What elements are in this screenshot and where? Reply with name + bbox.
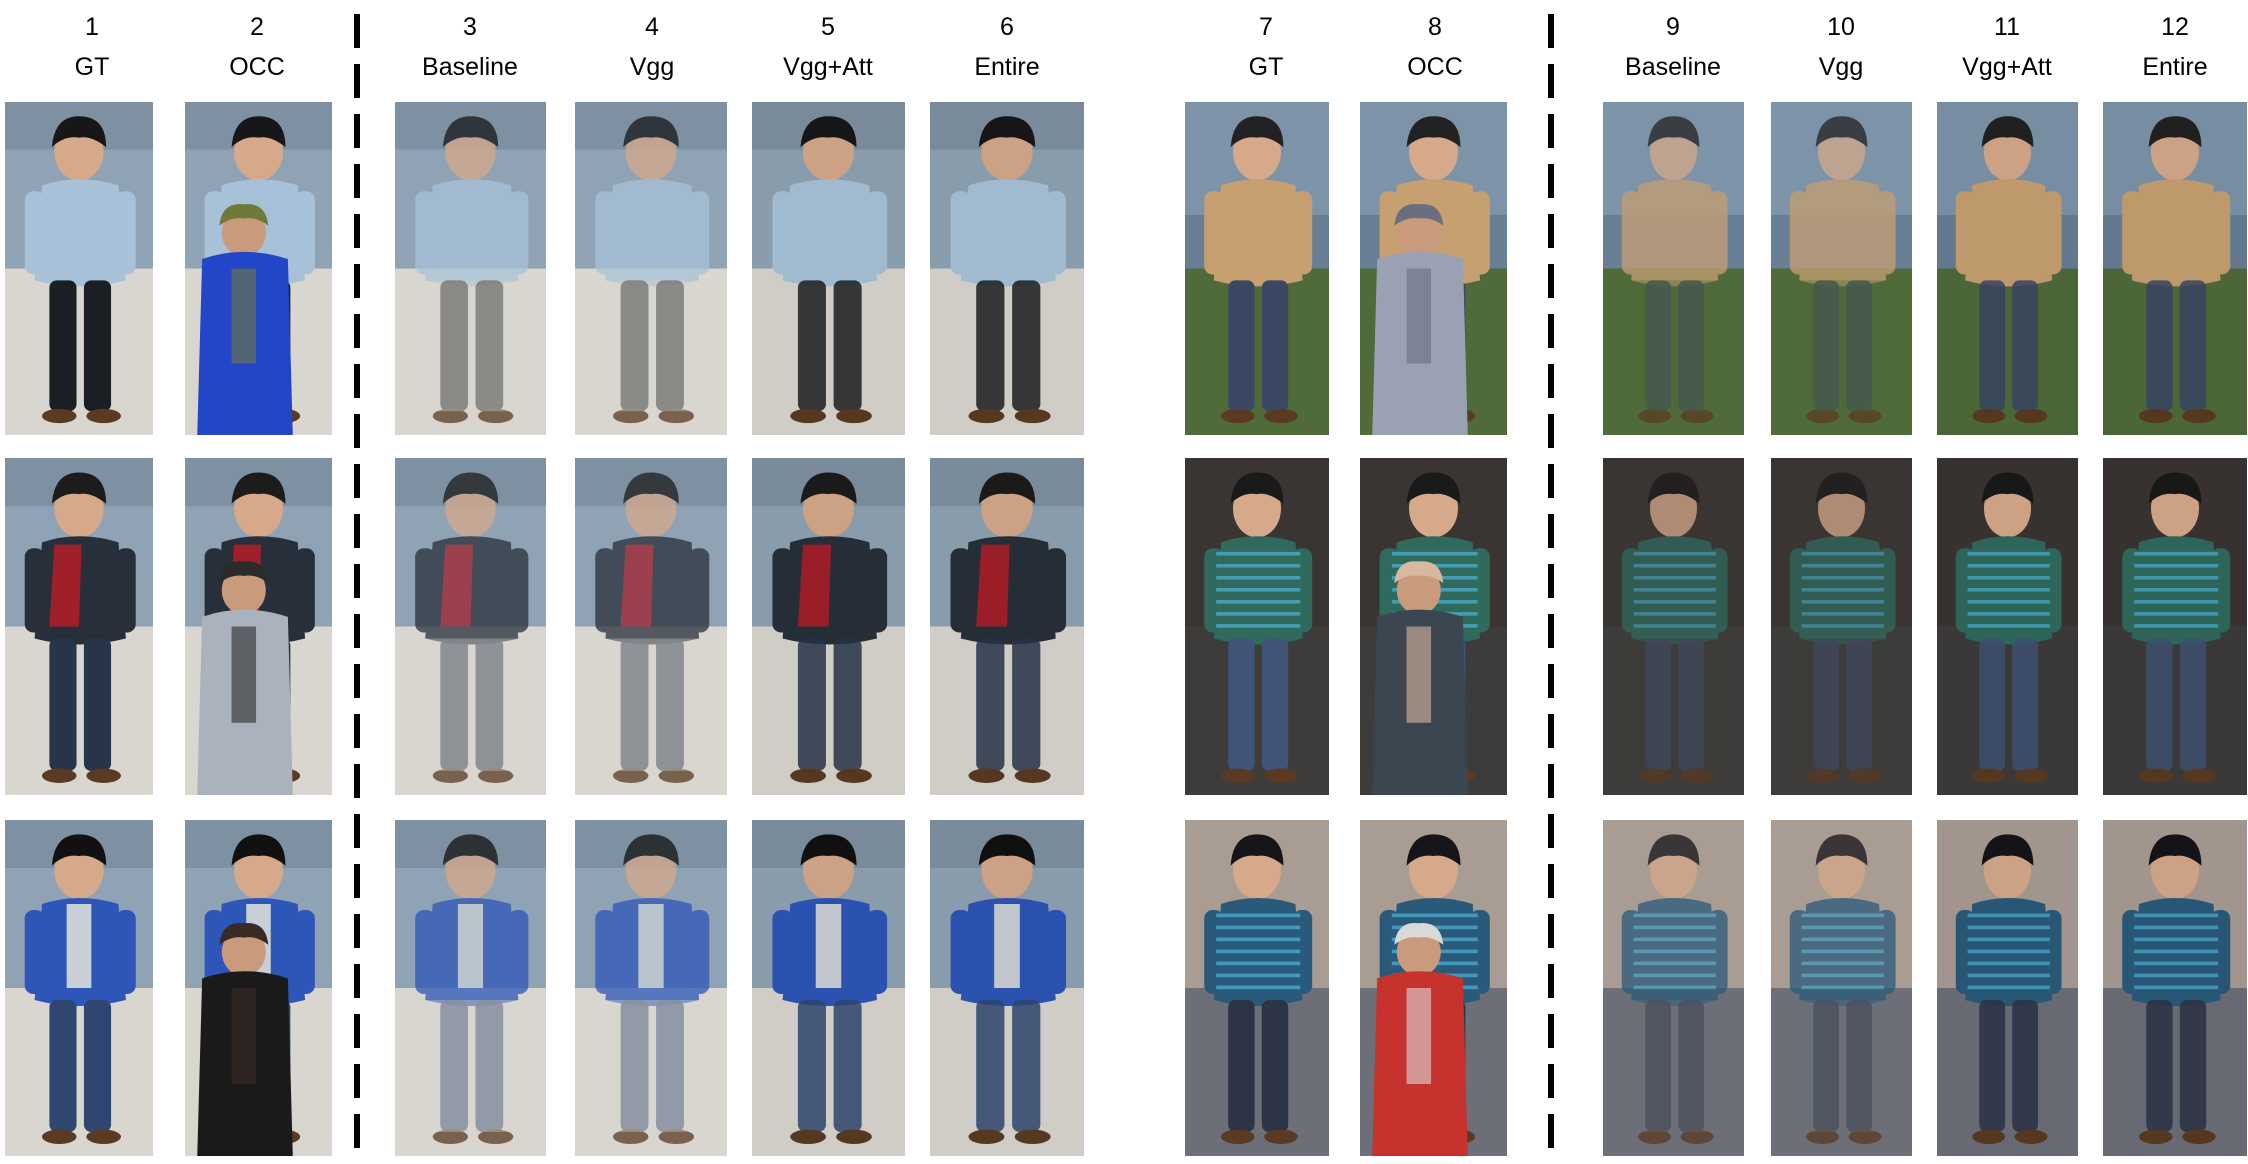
column-number: 9 <box>1666 13 1680 41</box>
column-number: 10 <box>1827 13 1855 41</box>
pedestrian-image-base <box>1603 458 1744 795</box>
column-number: 12 <box>2161 13 2189 41</box>
column-label: OCC <box>229 53 285 81</box>
pedestrian-image-occ <box>1360 458 1507 795</box>
pedestrian-image-vgg <box>1771 102 1912 435</box>
column-label: GT <box>1248 53 1284 81</box>
pedestrian-image-entire <box>2103 458 2247 795</box>
pedestrian-image-occ <box>185 820 332 1156</box>
pedestrian-image-entire <box>930 102 1084 435</box>
pedestrian-image-vgg <box>575 102 727 435</box>
column-number: 6 <box>1000 13 1014 41</box>
column-label: OCC <box>1407 53 1463 81</box>
column-label: GT <box>74 53 110 81</box>
pedestrian-image-occ <box>185 102 332 435</box>
column-number: 11 <box>1994 13 2020 41</box>
pedestrian-image-base <box>395 102 546 435</box>
column-label: Entire <box>2142 53 2208 81</box>
pedestrian-image-occ <box>185 458 332 795</box>
pedestrian-image-vgg <box>1771 820 1912 1156</box>
pedestrian-image-vgg <box>575 458 727 795</box>
pedestrian-image-occ <box>1360 102 1507 435</box>
pedestrian-image-base <box>395 820 546 1156</box>
column-number: 2 <box>250 13 264 41</box>
column-label: Baseline <box>422 53 518 81</box>
pedestrian-image-vgg <box>1771 458 1912 795</box>
pedestrian-image-vggatt <box>1937 458 2078 795</box>
column-number: 1 <box>85 13 99 41</box>
dashed-separator-right <box>1548 14 1554 1164</box>
pedestrian-image-gt <box>5 458 153 795</box>
pedestrian-image-base <box>395 458 546 795</box>
pedestrian-image-vgg <box>575 820 727 1156</box>
column-number: 5 <box>821 13 835 41</box>
column-number: 8 <box>1428 13 1442 41</box>
column-label: Entire <box>974 53 1040 81</box>
pedestrian-image-vggatt <box>1937 820 2078 1156</box>
column-number: 3 <box>463 13 477 41</box>
pedestrian-image-gt <box>1185 102 1329 435</box>
pedestrian-image-gt <box>5 102 153 435</box>
pedestrian-image-entire <box>2103 102 2247 435</box>
pedestrian-image-base <box>1603 820 1744 1156</box>
pedestrian-image-vggatt <box>752 820 905 1156</box>
dashed-separator-left <box>354 14 360 1164</box>
pedestrian-image-entire <box>930 820 1084 1156</box>
pedestrian-image-vggatt <box>752 102 905 435</box>
pedestrian-image-base <box>1603 102 1744 435</box>
column-number: 7 <box>1259 13 1273 41</box>
pedestrian-image-occ <box>1360 820 1507 1156</box>
pedestrian-image-gt <box>5 820 153 1156</box>
column-label: Vgg+Att <box>1962 53 2052 81</box>
pedestrian-image-vggatt <box>752 458 905 795</box>
column-number: 4 <box>645 13 659 41</box>
column-label: Vgg+Att <box>783 53 873 81</box>
pedestrian-image-vggatt <box>1937 102 2078 435</box>
column-label: Vgg <box>629 53 675 81</box>
pedestrian-image-gt <box>1185 820 1329 1156</box>
pedestrian-image-entire <box>930 458 1084 795</box>
column-label: Baseline <box>1625 53 1721 81</box>
pedestrian-image-entire <box>2103 820 2247 1156</box>
column-label: Vgg <box>1818 53 1864 81</box>
pedestrian-image-gt <box>1185 458 1329 795</box>
